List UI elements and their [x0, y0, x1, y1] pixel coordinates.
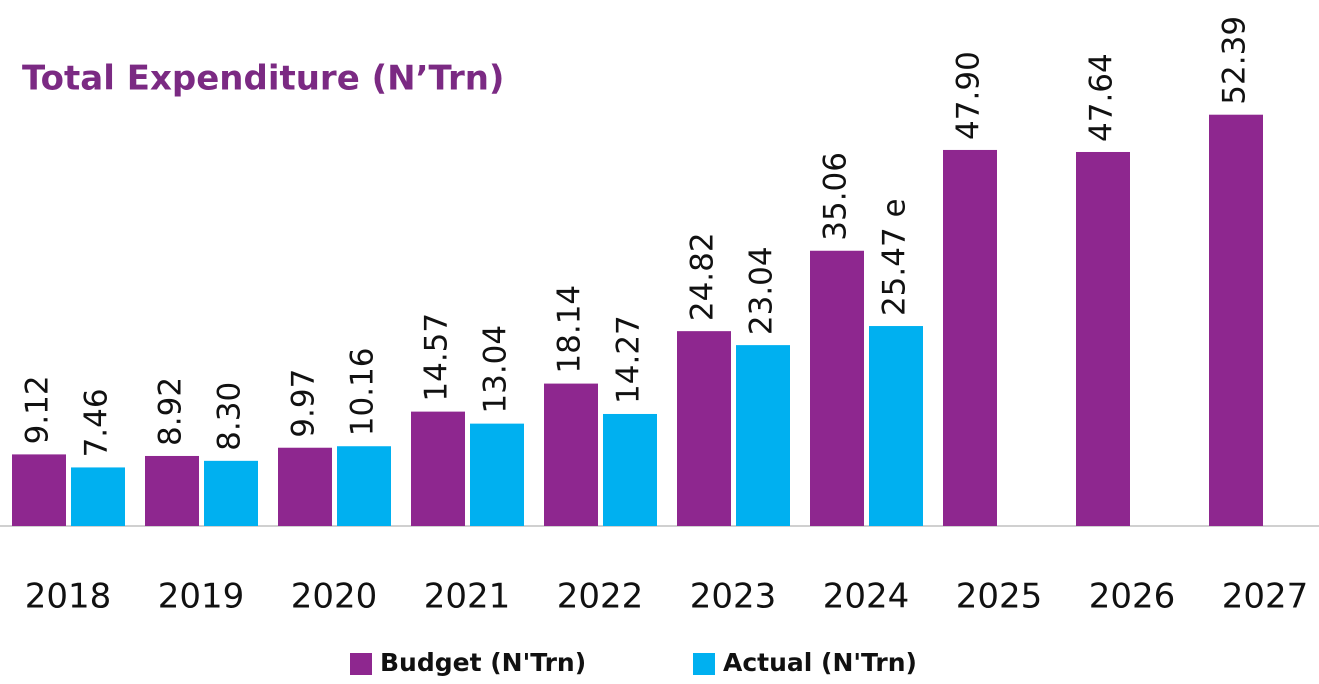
value-label: 14.27	[611, 315, 647, 404]
value-label: 47.90	[951, 51, 987, 140]
x-tick-label: 2019	[158, 577, 245, 617]
bar	[1209, 114, 1263, 526]
x-tick-label: 2025	[956, 577, 1043, 617]
bar	[677, 331, 731, 526]
bar	[869, 326, 923, 526]
legend-label: Budget (N'Trn)	[380, 648, 586, 677]
x-tick-label: 2026	[1089, 577, 1176, 617]
value-label: 24.82	[685, 232, 721, 321]
value-label: 47.64	[1084, 53, 1120, 142]
bar	[810, 250, 864, 526]
value-label: 7.46	[79, 388, 115, 457]
x-tick-label: 2022	[557, 577, 644, 617]
x-tick-label: 2021	[424, 577, 511, 617]
bar	[943, 149, 997, 526]
bar	[71, 467, 125, 526]
value-label: 25.47 e	[877, 198, 913, 316]
value-label: 10.16	[345, 347, 381, 436]
value-label: 14.57	[419, 313, 455, 402]
value-label: 8.30	[212, 382, 248, 451]
bar	[470, 423, 524, 526]
legend-swatch	[350, 653, 372, 675]
bar	[603, 413, 657, 526]
bar	[278, 447, 332, 526]
bar	[411, 411, 465, 526]
value-label: 52.39	[1217, 16, 1253, 105]
value-label: 35.06	[818, 152, 854, 241]
value-label: 18.14	[552, 285, 588, 374]
value-label: 8.92	[153, 377, 189, 446]
bar	[204, 460, 258, 526]
legend-label: Actual (N'Trn)	[723, 648, 917, 677]
chart-title: Total Expenditure (N’Trn)	[22, 59, 504, 99]
bar	[12, 454, 66, 526]
x-tick-label: 2023	[690, 577, 777, 617]
bar	[145, 455, 199, 526]
value-label: 9.97	[286, 369, 322, 438]
bar	[1076, 151, 1130, 526]
x-tick-label: 2027	[1222, 577, 1309, 617]
bar	[544, 383, 598, 526]
x-tick-label: 2024	[823, 577, 910, 617]
x-tick-label: 2020	[291, 577, 378, 617]
legend-swatch	[693, 653, 715, 675]
value-label: 9.12	[20, 375, 56, 444]
value-label: 13.04	[478, 325, 514, 414]
bar	[337, 446, 391, 526]
bar	[736, 345, 790, 526]
x-tick-label: 2018	[25, 577, 112, 617]
value-label: 23.04	[744, 246, 780, 335]
